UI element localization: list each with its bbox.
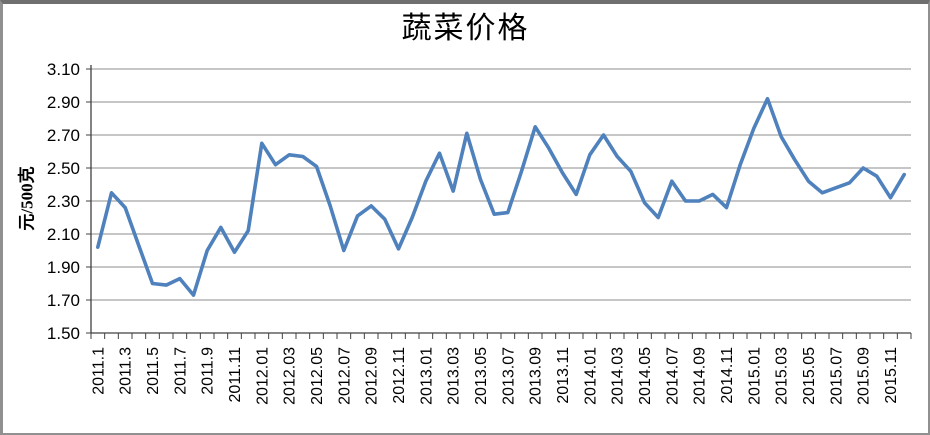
y-tick-label: 2.50 (47, 159, 80, 178)
y-tick-label: 2.30 (47, 192, 80, 211)
x-tick-label: 2015.09 (856, 347, 873, 405)
x-tick-label: 2013.09 (528, 347, 545, 405)
x-tick-label: 2012.11 (391, 347, 408, 404)
y-tick-label: 1.90 (47, 258, 80, 277)
y-tick-label: 1.70 (47, 291, 80, 310)
x-tick-label: 2013.05 (473, 347, 490, 405)
x-tick-label: 2014.05 (637, 347, 654, 405)
x-tick-label: 2011.9 (200, 347, 217, 395)
x-tick-label: 2015.07 (828, 347, 845, 405)
x-tick-label: 2011.5 (145, 347, 162, 395)
x-tick-label: 2012.01 (254, 347, 271, 405)
x-tick-label: 2013.01 (418, 347, 435, 405)
x-tick-label: 2013.03 (446, 347, 463, 405)
x-tick-label: 2011.1 (90, 347, 107, 395)
x-tick-label: 2015.03 (774, 347, 791, 405)
x-tick-label: 2014.01 (582, 347, 599, 405)
y-tick-label: 2.10 (47, 225, 80, 244)
x-tick-label: 2011.3 (118, 347, 135, 395)
x-tick-label: 2014.07 (664, 347, 681, 405)
y-tick-label: 1.50 (47, 324, 80, 343)
y-tick-label: 3.10 (47, 60, 80, 79)
x-tick-label: 2013.11 (555, 347, 572, 404)
x-tick-label: 2012.09 (364, 347, 381, 405)
x-tick-label: 2014.03 (610, 347, 627, 405)
x-tick-label: 2012.05 (309, 347, 326, 405)
x-tick-label: 2013.07 (500, 347, 517, 405)
chart-title: 蔬菜价格 (401, 12, 530, 45)
price-line (96, 96, 907, 297)
x-tick-label: 2011.7 (172, 347, 189, 395)
x-tick-label: 2015.05 (801, 347, 818, 405)
plot-area: 3.10 2.90 2.70 2.50 2.30 2.10 1.90 1.70 1.50 2011… (47, 60, 912, 405)
x-tick-label: 2012.07 (336, 347, 353, 405)
x-tick-label: 2014.11 (719, 347, 736, 404)
y-tick-label: 2.70 (47, 126, 80, 145)
x-tick-label: 2015.11 (883, 347, 900, 404)
x-tick-label: 2011.11 (227, 347, 244, 403)
y-tick-label: 2.90 (47, 93, 80, 112)
x-tick-label: 2014.09 (692, 347, 709, 405)
x-tick-label: 2015.01 (746, 347, 763, 405)
x-tick-label: 2012.03 (282, 347, 299, 405)
